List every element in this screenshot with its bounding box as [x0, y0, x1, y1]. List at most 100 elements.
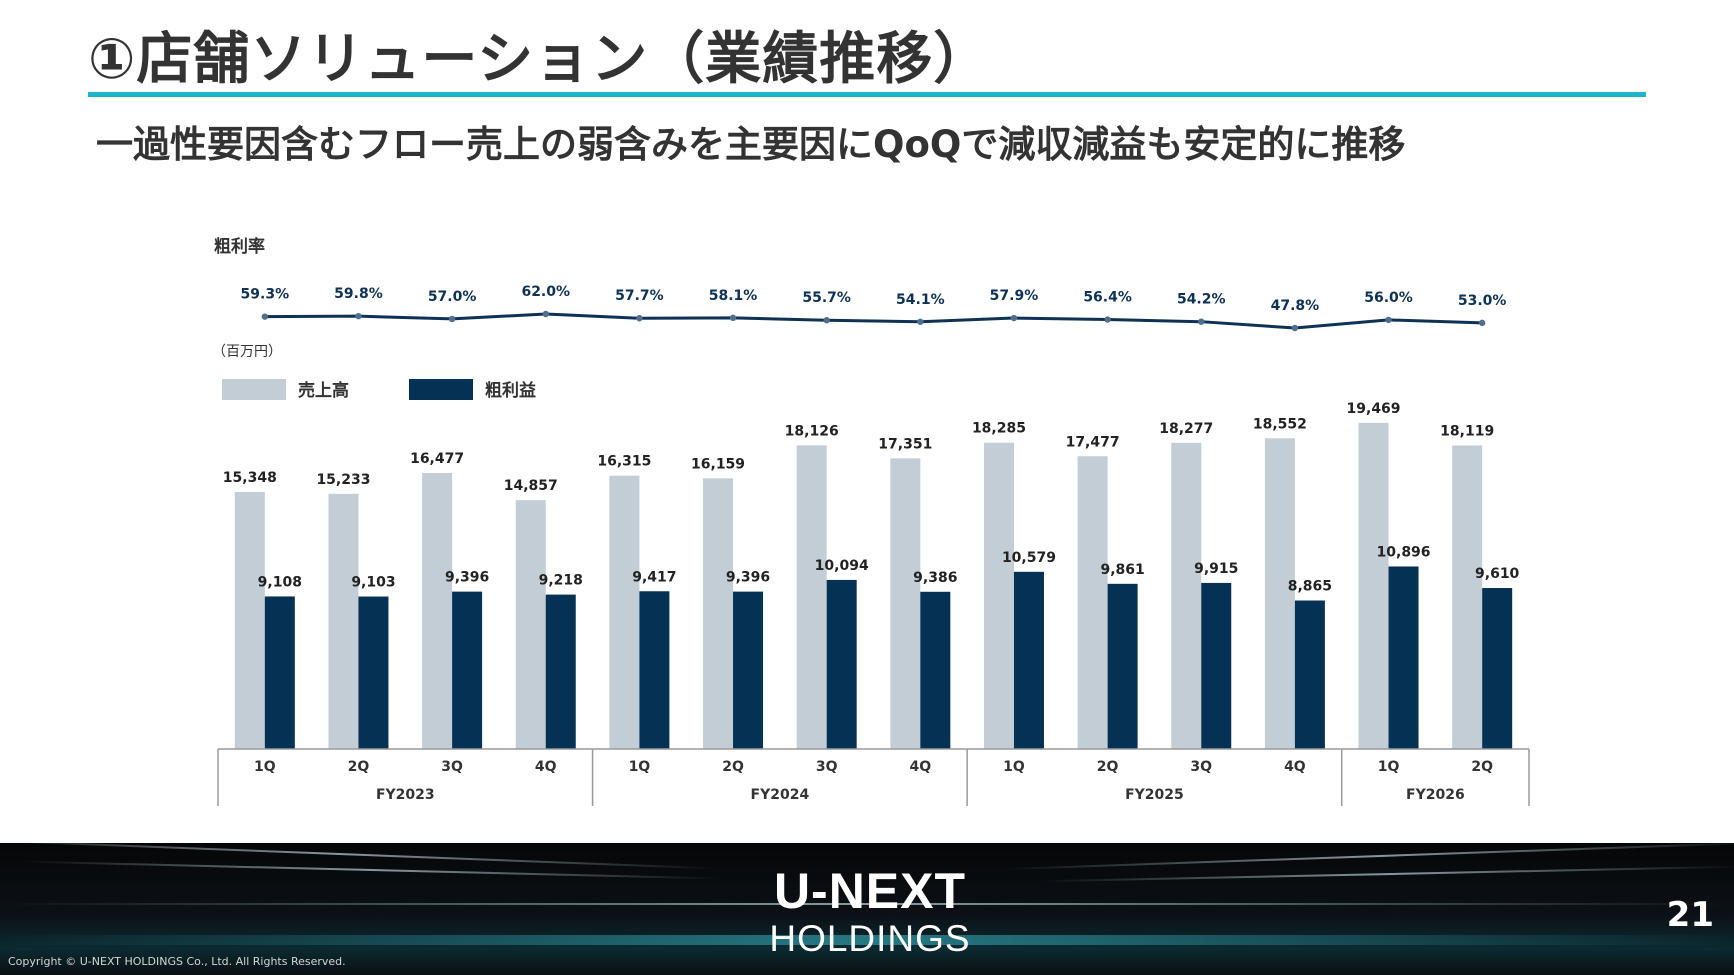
- bar-gross-profit: [264, 596, 295, 749]
- margin-point: [1010, 314, 1018, 322]
- bar-gross-profit: [733, 591, 764, 749]
- bar-label-gross-profit: 9,108: [258, 574, 302, 590]
- logo-subtext: HOLDINGS: [769, 918, 971, 959]
- bar-sales: [796, 445, 827, 749]
- footer-streak: [0, 843, 720, 870]
- bar-sales: [1077, 456, 1108, 749]
- bar-label-sales: 17,477: [1066, 434, 1120, 450]
- margin-label: 56.0%: [1364, 290, 1413, 306]
- bar-sales: [1452, 445, 1483, 749]
- axis-tick-label: 1Q: [254, 759, 276, 775]
- margin-point: [448, 315, 456, 323]
- legend-swatch-gross-profit: [409, 379, 473, 400]
- bar-label-sales: 17,351: [878, 436, 932, 452]
- axis-tick-label: 4Q: [1284, 759, 1306, 775]
- margin-point: [1478, 319, 1486, 327]
- axis-tick-label: 1Q: [1003, 759, 1025, 775]
- axis-group-label: FY2025: [1125, 787, 1184, 803]
- axis-tick-label: 1Q: [1378, 759, 1400, 775]
- logo-wordmark: U-NEXT: [773, 863, 967, 919]
- axis-tick-label: 4Q: [909, 759, 931, 775]
- margin-label: 47.8%: [1271, 298, 1320, 314]
- bar-label-sales: 15,348: [223, 470, 277, 486]
- legend-swatch-sales: [222, 379, 286, 400]
- margin-point: [917, 318, 924, 325]
- bar-label-gross-profit: 9,103: [351, 575, 395, 591]
- performance-chart: 粗利率 （百万円） 売上高 粗利益 59.3% 59.8% 57.0% 62.0% 57…: [212, 236, 1530, 806]
- footer-streak: [1000, 843, 1734, 871]
- legend-label-gross-profit: 粗利益: [485, 380, 536, 401]
- bar-label-sales: 18,552: [1253, 416, 1307, 432]
- axis-tick-label: 2Q: [348, 759, 370, 775]
- footer-glow: [0, 935, 1734, 945]
- slide-subtitle: 一過性要因含むフロー売上の弱含みを主要因にQoQで減収減益も安定的に推移: [96, 123, 1406, 166]
- bar-chart: 15,348 9,108 15,233 9,103 16,477 9,396 14,857 9…: [223, 401, 1520, 749]
- bar-sales: [422, 473, 453, 749]
- bar-gross-profit: [1294, 600, 1325, 749]
- bar-sales: [983, 442, 1014, 749]
- margin-line: [264, 312, 1483, 330]
- margin-point: [1104, 316, 1111, 323]
- bar-label-sales: 18,285: [972, 421, 1026, 437]
- margin-point: [636, 315, 643, 322]
- margin-label: 59.8%: [334, 286, 383, 302]
- bar-label-gross-profit: 8,865: [1288, 579, 1332, 595]
- bar-label-gross-profit: 9,610: [1475, 566, 1520, 582]
- bar-label-gross-profit: 9,915: [1194, 561, 1238, 577]
- axis-tick-label: 2Q: [1097, 759, 1119, 775]
- bar-gross-profit: [1388, 566, 1419, 749]
- company-logo: U-NEXT HOLDINGS: [760, 863, 980, 975]
- margin-point: [355, 312, 362, 320]
- axis-tick-label: 3Q: [816, 759, 838, 775]
- bar-gross-profit: [639, 591, 670, 749]
- margin-point: [1198, 318, 1205, 325]
- bar-label-sales: 16,159: [691, 456, 745, 472]
- axis-tick-label: 4Q: [535, 759, 557, 775]
- bar-sales: [328, 493, 359, 749]
- title-underline: [88, 92, 1646, 97]
- margin-label: 57.9%: [990, 288, 1039, 304]
- bar-label-gross-profit: 9,386: [913, 570, 957, 586]
- margin-point: [823, 317, 830, 324]
- bar-label-gross-profit: 9,218: [539, 573, 583, 589]
- bar-gross-profit: [1201, 582, 1232, 749]
- bar-gross-profit: [452, 591, 483, 749]
- bar-sales: [609, 475, 640, 749]
- bar-label-gross-profit: 9,861: [1100, 562, 1144, 578]
- axis-group-label: FY2026: [1406, 787, 1465, 803]
- bar-sales: [890, 458, 921, 749]
- legend: 売上高 粗利益: [222, 379, 536, 401]
- legend-label-sales: 売上高: [298, 380, 349, 401]
- margin-label: 56.4%: [1083, 290, 1132, 306]
- bar-label-sales: 19,469: [1347, 401, 1401, 417]
- axis-group-label: FY2024: [751, 787, 810, 803]
- bar-label-sales: 16,477: [410, 451, 464, 467]
- margin-label: 62.0%: [521, 284, 570, 300]
- margin-label: 58.1%: [709, 288, 758, 304]
- bar-label-sales: 16,315: [597, 454, 651, 470]
- bar-gross-profit: [1013, 571, 1044, 749]
- bar-gross-profit: [1482, 588, 1513, 749]
- axis-tick-label: 2Q: [1471, 759, 1493, 775]
- bar-label-sales: 18,126: [785, 423, 839, 439]
- margin-chart-title: 粗利率: [214, 236, 265, 257]
- margin-label: 54.1%: [896, 292, 945, 308]
- axis-tick-label: 3Q: [441, 759, 463, 775]
- margin-point: [542, 310, 549, 318]
- bar-sales: [703, 478, 734, 749]
- unit-label: （百万円）: [212, 344, 282, 360]
- bar-sales: [1358, 422, 1389, 749]
- axis-tick-label: 2Q: [722, 759, 744, 775]
- bar-gross-profit: [1107, 583, 1138, 749]
- margin-label: 59.3%: [241, 287, 290, 303]
- bar-label-sales: 18,119: [1440, 424, 1494, 440]
- margin-label: 57.0%: [428, 289, 477, 305]
- margin-point: [1385, 316, 1392, 324]
- bar-sales: [234, 491, 265, 749]
- page-number: 21: [1666, 895, 1714, 935]
- copyright-notice: Copyright © U-NEXT HOLDINGS Co., Ltd. Al…: [8, 955, 346, 968]
- margin-point: [261, 313, 269, 320]
- bar-label-sales: 14,857: [504, 478, 558, 494]
- bar-sales: [1171, 442, 1202, 749]
- axis-tick-label: 1Q: [629, 759, 651, 775]
